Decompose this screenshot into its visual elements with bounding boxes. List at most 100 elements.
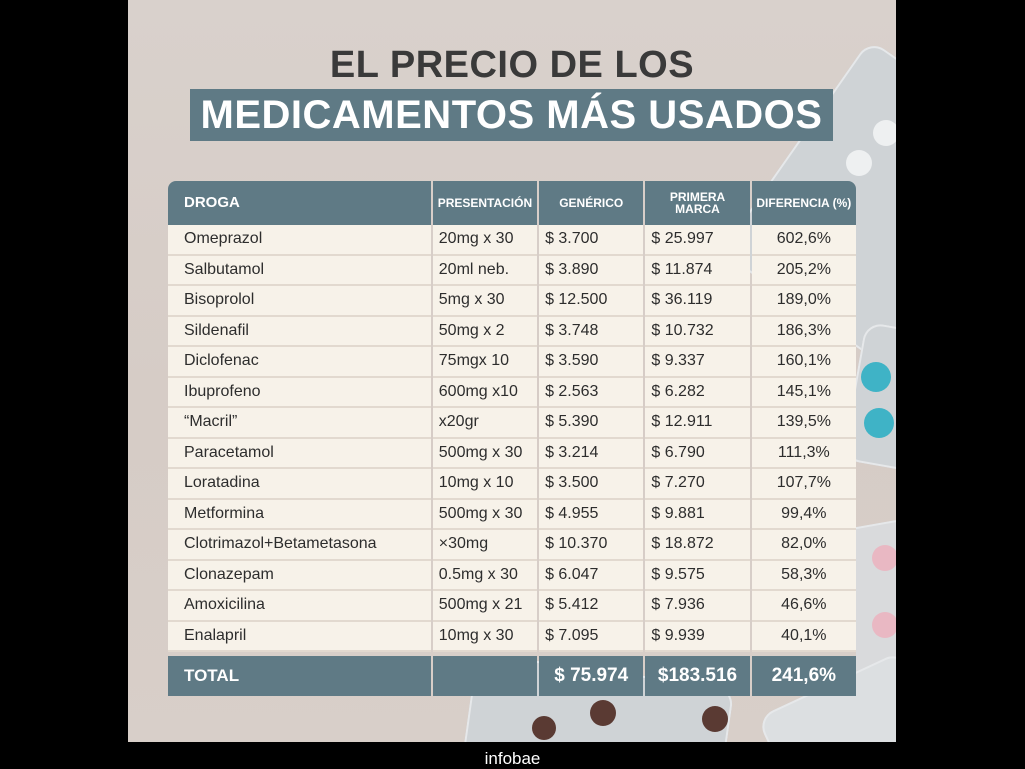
difference-cell: 99,4% [751, 499, 856, 530]
price-table: DROGA PRESENTACIÓN GENÉRICO PRIMERA MARC… [166, 181, 858, 696]
header-drug: DROGA [168, 181, 431, 225]
table-row: Ibuprofeno 600mg x10 $ 2.563 $ 6.282 145… [168, 377, 856, 408]
drug-cell: Clotrimazol+Betametasona [168, 530, 431, 561]
presentation-cell: 500mg x 30 [432, 499, 538, 530]
total-brand: $183.516 [645, 652, 750, 696]
table-row: Clotrimazol+Betametasona ×30mg $ 10.370 … [168, 530, 856, 561]
drug-cell: Sildenafil [168, 316, 431, 347]
presentation-cell: 0.5mg x 30 [432, 560, 538, 591]
difference-cell: 58,3% [751, 560, 856, 591]
presentation-cell: 10mg x 30 [432, 621, 538, 652]
brand-price-cell: $ 6.282 [645, 377, 750, 408]
table-row: Sildenafil 50mg x 2 $ 3.748 $ 10.732 186… [168, 316, 856, 347]
table-row: Amoxicilina 500mg x 21 $ 5.412 $ 7.936 4… [168, 591, 856, 622]
table-row: Metformina 500mg x 30 $ 4.955 $ 9.881 99… [168, 499, 856, 530]
presentation-cell: 500mg x 30 [432, 438, 538, 469]
table-row: Omeprazol 20mg x 30 $ 3.700 $ 25.997 602… [168, 225, 856, 256]
generic-price-cell: $ 2.563 [539, 377, 644, 408]
presentation-cell: 500mg x 21 [432, 591, 538, 622]
difference-cell: 82,0% [751, 530, 856, 561]
brown-pill-icon [532, 716, 556, 740]
drug-cell: Clonazepam [168, 560, 431, 591]
brand-price-cell: $ 9.939 [645, 621, 750, 652]
header-brand: PRIMERA MARCA [645, 181, 750, 225]
difference-cell: 205,2% [751, 255, 856, 286]
drug-cell: Paracetamol [168, 438, 431, 469]
brand-price-cell: $ 10.732 [645, 316, 750, 347]
generic-price-cell: $ 3.700 [539, 225, 644, 256]
table-header-row: DROGA PRESENTACIÓN GENÉRICO PRIMERA MARC… [168, 181, 856, 225]
generic-price-cell: $ 3.500 [539, 469, 644, 500]
header-difference: DIFERENCIA (%) [751, 181, 856, 225]
table-row: Enalapril 10mg x 30 $ 7.095 $ 9.939 40,1… [168, 621, 856, 652]
presentation-cell: ×30mg [432, 530, 538, 561]
brand-price-cell: $ 9.337 [645, 347, 750, 378]
table-row: Clonazepam 0.5mg x 30 $ 6.047 $ 9.575 58… [168, 560, 856, 591]
total-difference: 241,6% [751, 652, 856, 696]
generic-price-cell: $ 3.590 [539, 347, 644, 378]
header-presentation: PRESENTACIÓN [432, 181, 538, 225]
generic-price-cell: $ 6.047 [539, 560, 644, 591]
presentation-cell: 600mg x10 [432, 377, 538, 408]
presentation-cell: 50mg x 2 [432, 316, 538, 347]
difference-cell: 160,1% [751, 347, 856, 378]
brown-pill-icon [590, 700, 616, 726]
presentation-cell: 10mg x 10 [432, 469, 538, 500]
white-pill-icon [846, 150, 872, 176]
drug-cell: Salbutamol [168, 255, 431, 286]
infographic-panel: EL PRECIO DE LOS MEDICAMENTOS MÁS USADOS… [128, 0, 896, 742]
difference-cell: 111,3% [751, 438, 856, 469]
difference-cell: 145,1% [751, 377, 856, 408]
generic-price-cell: $ 5.412 [539, 591, 644, 622]
brand-price-cell: $ 36.119 [645, 286, 750, 317]
difference-cell: 189,0% [751, 286, 856, 317]
generic-price-cell: $ 3.214 [539, 438, 644, 469]
drug-cell: Enalapril [168, 621, 431, 652]
brand-price-cell: $ 9.881 [645, 499, 750, 530]
drug-cell: “Macril” [168, 408, 431, 439]
title-line-1: EL PRECIO DE LOS [329, 44, 695, 86]
drug-cell: Amoxicilina [168, 591, 431, 622]
brand-price-cell: $ 6.790 [645, 438, 750, 469]
generic-price-cell: $ 4.955 [539, 499, 644, 530]
generic-price-cell: $ 3.748 [539, 316, 644, 347]
difference-cell: 40,1% [751, 621, 856, 652]
brand-price-cell: $ 25.997 [645, 225, 750, 256]
table-row: Diclofenac 75mgx 10 $ 3.590 $ 9.337 160,… [168, 347, 856, 378]
difference-cell: 602,6% [751, 225, 856, 256]
table-row: Bisoprolol 5mg x 30 $ 12.500 $ 36.119 18… [168, 286, 856, 317]
drug-cell: Diclofenac [168, 347, 431, 378]
generic-price-cell: $ 12.500 [539, 286, 644, 317]
header-generic: GENÉRICO [539, 181, 644, 225]
drug-cell: Metformina [168, 499, 431, 530]
white-pill-icon [873, 120, 896, 146]
total-label: TOTAL [168, 652, 431, 696]
drug-cell: Ibuprofeno [168, 377, 431, 408]
presentation-cell: 20ml neb. [432, 255, 538, 286]
table-row: Loratadina 10mg x 10 $ 3.500 $ 7.270 107… [168, 469, 856, 500]
brand-price-cell: $ 7.936 [645, 591, 750, 622]
drug-cell: Bisoprolol [168, 286, 431, 317]
pink-pill-icon [872, 545, 896, 571]
difference-cell: 46,6% [751, 591, 856, 622]
title-line-2: MEDICAMENTOS MÁS USADOS [190, 89, 833, 141]
table-row: Salbutamol 20ml neb. $ 3.890 $ 11.874 20… [168, 255, 856, 286]
difference-cell: 186,3% [751, 316, 856, 347]
presentation-cell: x20gr [432, 408, 538, 439]
brown-pill-icon [702, 706, 728, 732]
total-presentation-empty-cell [432, 652, 538, 696]
brand-price-cell: $ 12.911 [645, 408, 750, 439]
generic-price-cell: $ 3.890 [539, 255, 644, 286]
table-row: Paracetamol 500mg x 30 $ 3.214 $ 6.790 1… [168, 438, 856, 469]
credit-infobae: infobae [484, 749, 541, 768]
total-row: TOTAL $ 75.974 $183.516 241,6% [168, 652, 856, 696]
difference-cell: 107,7% [751, 469, 856, 500]
presentation-cell: 75mgx 10 [432, 347, 538, 378]
teal-pill-icon [861, 362, 891, 392]
total-generic: $ 75.974 [539, 652, 644, 696]
drug-cell: Loratadina [168, 469, 431, 500]
presentation-cell: 5mg x 30 [432, 286, 538, 317]
brand-price-cell: $ 7.270 [645, 469, 750, 500]
generic-price-cell: $ 5.390 [539, 408, 644, 439]
presentation-cell: 20mg x 30 [432, 225, 538, 256]
